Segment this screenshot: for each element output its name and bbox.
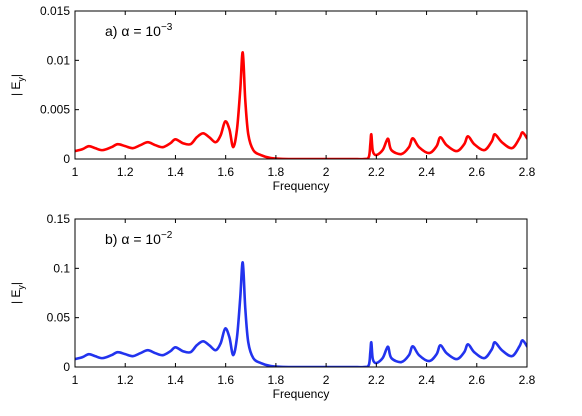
panel-a-label: a) α = 10−3 <box>105 22 173 39</box>
panel-b-xtick-label: 2 <box>323 373 330 387</box>
panel-b-axes-box <box>74 218 528 368</box>
panel-b-ylabel: | Ey| <box>9 282 26 304</box>
panel-b-label-exponent: −2 <box>161 230 173 241</box>
panel-a-xtick-label: 1 <box>72 165 79 179</box>
panel-b-xtick-label: 1.8 <box>268 373 285 387</box>
panel-a-ytick-label: 0.015 <box>40 4 70 18</box>
panel-a-ylabel: | Ey| <box>9 74 26 96</box>
panel-a-ytick-label: 0 <box>63 152 70 166</box>
panel-b-ytick-label: 0 <box>63 360 70 374</box>
panel-a-label-exponent: −3 <box>161 22 173 33</box>
panel-a-ylabel-sub: y <box>16 77 26 82</box>
panel-b-xtick-label: 2.6 <box>468 373 485 387</box>
panel-a-xtick-label: 1.2 <box>117 165 134 179</box>
panel-a-ticks: 1 1.2 1.4 1.6 1.8 2 2.2 2.4 2.6 2.8 0 0.005 0.01 0.01… <box>40 4 536 179</box>
panel-b-xtick-label: 2.2 <box>368 373 385 387</box>
panel-a-xtick-label: 1.4 <box>167 165 184 179</box>
panel-b-ylabel-main: | E <box>9 290 23 304</box>
panel-a-xtick-label: 2.4 <box>418 165 435 179</box>
panel-a-series-line-0 <box>75 51 527 159</box>
panel-a-series <box>75 51 527 159</box>
panel-b-xtick-label: 2.4 <box>418 373 435 387</box>
panel-b-xtick-label: 1.6 <box>217 373 234 387</box>
panel-b-series-line-0 <box>75 261 527 367</box>
panel-b-ytick-label: 0.15 <box>47 212 71 226</box>
panel-a-ytick-label: 0.01 <box>47 53 71 67</box>
panel-a-xtick-label: 2.2 <box>368 165 385 179</box>
panel-a-xtick-label: 2.8 <box>519 165 536 179</box>
panel-b-label-text: b) α = 10 <box>105 231 161 247</box>
panel-a-xtick-label: 1.8 <box>268 165 285 179</box>
panel-a-xtick-label: 2.6 <box>468 165 485 179</box>
panel-b-xtick-label: 2.8 <box>519 373 536 387</box>
panel-b-xtick-label: 1 <box>72 373 79 387</box>
panel-a-label-text: a) α = 10 <box>105 23 161 39</box>
panel-a-xtick-label: 1.6 <box>217 165 234 179</box>
panel-b: 1 1.2 1.4 1.6 1.8 2 2.2 2.4 2.6 2.8 0 0.05 0.1 0.15 b… <box>9 212 536 401</box>
panel-a-xtick-label: 2 <box>323 165 330 179</box>
panel-b-xtick-label: 1.2 <box>117 373 134 387</box>
panel-a: 1 1.2 1.4 1.6 1.8 2 2.2 2.4 2.6 2.8 0 0.005 0.01 0.01… <box>9 4 536 193</box>
panel-a-ytick-label: 0.005 <box>40 103 70 117</box>
panel-b-ylabel-sub: y <box>16 285 26 290</box>
panel-b-series <box>75 261 527 367</box>
panel-a-ylabel-main: | E <box>9 82 23 96</box>
panel-a-xlabel: Frequency <box>273 179 330 193</box>
panel-b-ytick-label: 0.1 <box>53 261 70 275</box>
panel-b-ticks: 1 1.2 1.4 1.6 1.8 2 2.2 2.4 2.6 2.8 0 0.05 0.1 0.15 <box>47 212 536 387</box>
panel-b-ytick-label: 0.05 <box>47 311 71 325</box>
panel-b-ylabel-end: | <box>9 282 23 285</box>
panel-a-axes-box <box>74 10 528 160</box>
panel-a-ylabel-end: | <box>9 74 23 77</box>
panel-b-label: b) α = 10−2 <box>105 230 173 247</box>
panel-b-xlabel: Frequency <box>273 387 330 401</box>
panel-b-xtick-label: 1.4 <box>167 373 184 387</box>
